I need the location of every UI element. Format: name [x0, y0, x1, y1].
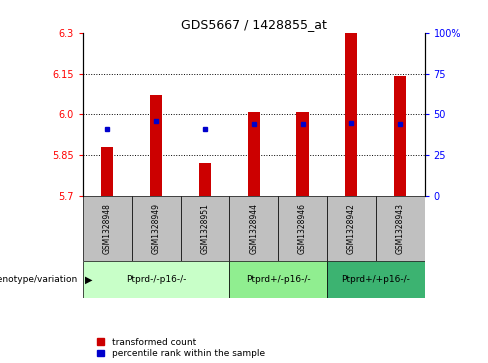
Bar — [199, 163, 211, 196]
Text: Ptprd+/+p16-/-: Ptprd+/+p16-/- — [341, 275, 410, 284]
Title: GDS5667 / 1428855_at: GDS5667 / 1428855_at — [181, 19, 326, 32]
Bar — [278, 196, 327, 261]
Text: GSM1328951: GSM1328951 — [201, 203, 209, 254]
Bar — [102, 147, 114, 196]
Text: GSM1328942: GSM1328942 — [347, 203, 356, 254]
Legend: transformed count, percentile rank within the sample: transformed count, percentile rank withi… — [97, 338, 265, 359]
Bar — [150, 95, 162, 196]
Bar — [248, 111, 260, 196]
Text: genotype/variation: genotype/variation — [0, 275, 78, 284]
Bar — [83, 196, 132, 261]
Text: GSM1328949: GSM1328949 — [152, 203, 161, 254]
Bar — [132, 196, 181, 261]
Bar — [394, 76, 406, 196]
Text: Ptprd-/-p16-/-: Ptprd-/-p16-/- — [126, 275, 186, 284]
Bar — [376, 196, 425, 261]
Bar — [297, 111, 309, 196]
Bar — [327, 196, 376, 261]
Text: GSM1328948: GSM1328948 — [103, 203, 112, 254]
Bar — [229, 196, 278, 261]
Text: ▶: ▶ — [85, 274, 93, 285]
Bar — [346, 33, 357, 196]
Bar — [229, 261, 327, 298]
Text: Ptprd+/-p16-/-: Ptprd+/-p16-/- — [246, 275, 310, 284]
Text: GSM1328943: GSM1328943 — [396, 203, 405, 254]
Bar — [83, 261, 229, 298]
Bar — [181, 196, 229, 261]
Bar — [327, 261, 425, 298]
Text: GSM1328946: GSM1328946 — [298, 203, 307, 254]
Text: GSM1328944: GSM1328944 — [249, 203, 258, 254]
